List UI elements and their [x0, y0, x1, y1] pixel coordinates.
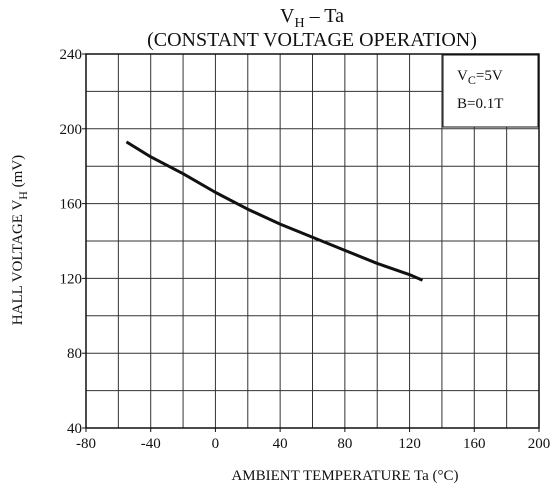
x-tick-label: 120: [398, 436, 421, 452]
annotation-part: V: [457, 68, 468, 84]
y-tick-label: 200: [60, 122, 83, 138]
y-tick-label: 240: [60, 47, 83, 63]
annotation: B=0.1T: [457, 96, 503, 112]
curve: [125, 140, 424, 282]
x-tick-label: -80: [76, 436, 96, 452]
title-part: – Ta: [305, 5, 344, 27]
annotation-part: B=0.1T: [457, 96, 503, 112]
annotation-part: =5V: [476, 68, 503, 84]
title-part: V: [280, 5, 295, 27]
chart-title: VH – Ta: [280, 5, 344, 31]
x-tick-label: -40: [141, 436, 161, 452]
ylabel-part: (mV): [10, 155, 26, 191]
plot-frame: [85, 53, 540, 429]
x-tick-label: 0: [212, 436, 220, 452]
ylabel-sub: H: [16, 191, 30, 200]
annotation: VC=5V: [457, 68, 503, 87]
title-sub: H: [294, 16, 304, 31]
x-tick-label: 200: [528, 436, 551, 452]
x-tick-label: 160: [463, 436, 486, 452]
ylabel-part: HALL VOLTAGE V: [10, 200, 26, 326]
chart-subtitle: (CONSTANT VOLTAGE OPERATION): [147, 29, 477, 51]
x-tick-label: 80: [337, 436, 352, 452]
x-tick-label: 40: [273, 436, 288, 452]
annotation-box: [442, 54, 539, 128]
y-tick-label: 160: [60, 197, 83, 213]
y-tick-label: 40: [67, 421, 82, 437]
x-axis-label: AMBIENT TEMPERATURE Ta (°C): [231, 468, 458, 484]
annotation-sub: C: [468, 73, 476, 87]
y-axis-label: HALL VOLTAGE VH (mV): [10, 155, 30, 325]
y-tick-label: 80: [67, 346, 82, 362]
y-tick-label: 120: [60, 271, 83, 287]
